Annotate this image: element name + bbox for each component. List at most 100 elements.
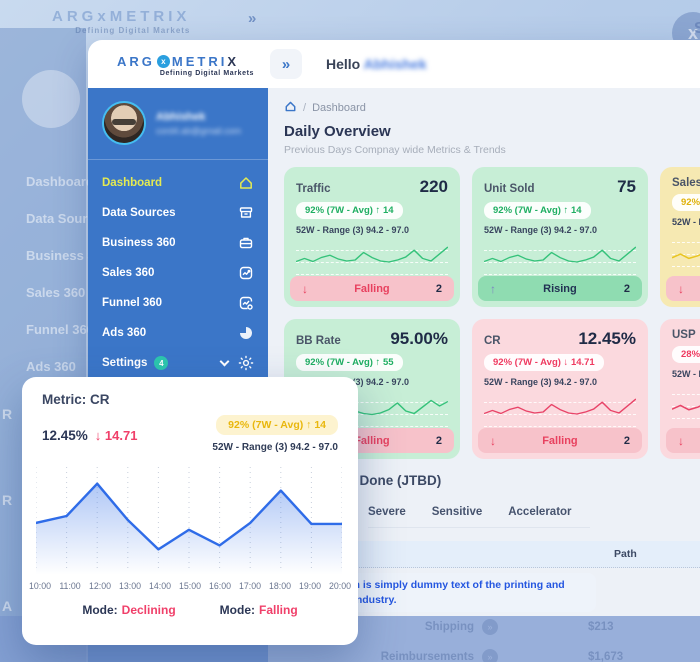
status-label: Falling: [354, 282, 390, 295]
status-count: 2: [623, 282, 630, 295]
card-gridline: [672, 242, 700, 243]
sidebar-user-email: cord4.ab@gmail.com: [156, 125, 242, 136]
popup-stats: 12.45% ↓ 14.71 92% (7W - Avg) ↑ 14 52W -…: [42, 415, 338, 453]
card-title: Sales: [672, 177, 700, 189]
avatar: [102, 101, 146, 145]
bg-fragment: R: [2, 492, 13, 508]
sidebar-item-sales-360[interactable]: Sales 360: [88, 258, 268, 288]
card-badge: 28% (7W - Avg): [672, 346, 700, 363]
sidebar-user-name: Abhishek: [156, 110, 206, 123]
card-gridline: [484, 426, 636, 427]
x-axis-label: 16:00: [208, 581, 231, 591]
card-gridline: [296, 274, 448, 275]
sidebar-collapse-button[interactable]: »: [270, 49, 302, 79]
divider: [88, 159, 268, 160]
x-axis-label: 11:00: [59, 581, 81, 591]
bg-fragment: S: [694, 20, 700, 37]
sidebar-user[interactable]: Abhishek cord4.ab@gmail.com: [88, 88, 268, 157]
logo-text: X: [227, 53, 240, 69]
bg-logo-text: ETRI: [126, 8, 177, 25]
breadcrumb-separator: /: [303, 102, 307, 114]
arrow-down-icon: ↓: [490, 433, 496, 448]
jtbd-tabs: Severe Sensitive Accelerator: [368, 506, 590, 528]
popup-modes: Mode: Declining Mode: Falling: [42, 603, 338, 617]
settings-badge: 4: [154, 356, 169, 370]
card-range: 52W - Range (3) 94.2 - 97.0: [672, 217, 700, 227]
metric-card-traffic[interactable]: Traffic 220 92% (7W - Avg) ↑ 14 52W - Ran…: [284, 167, 460, 307]
bg-item-label: Funnel 360: [26, 322, 94, 337]
bg-avatar: [22, 70, 80, 128]
card-status-bar: ↓: [666, 276, 700, 301]
metric-card-sales[interactable]: Sales 92% (7W - Avg) 52W - Range (3) 94.…: [660, 167, 700, 307]
x-axis-label: 19:00: [298, 581, 321, 591]
sidebar-item-business-360[interactable]: Business 360: [88, 228, 268, 258]
pie-chart-icon: [238, 325, 254, 341]
x-axis-label: 17:00: [238, 581, 261, 591]
metric-card-unit-sold[interactable]: Unit Sold 75 92% (7W - Avg) ↑ 14 52W - Ra…: [472, 167, 648, 307]
status-count: 2: [435, 282, 442, 295]
card-gridline: [484, 402, 636, 403]
tab-severe[interactable]: Severe: [368, 506, 406, 518]
logo-text: ARG: [116, 53, 155, 69]
bg-fragment: R: [2, 406, 13, 422]
bg-fragment: A: [2, 598, 13, 614]
card-gridline: [672, 254, 700, 255]
card-badge: 92% (7W - Avg) ↑ 55: [296, 354, 403, 371]
card-gridline: [484, 262, 636, 263]
x-axis-label: 14:00: [148, 581, 171, 591]
popup-title: Metric: CR: [42, 392, 110, 407]
card-gridline: [672, 394, 700, 395]
card-gridline: [672, 406, 700, 407]
card-title: CR: [484, 335, 501, 347]
card-badge: 92% (7W - Avg) ↓ 14.71: [484, 354, 604, 371]
card-badge: 92% (7W - Avg): [672, 194, 700, 211]
card-status-bar: ↑ Rising 2: [478, 276, 642, 301]
card-gridline: [296, 262, 448, 263]
hello-label: Hello: [326, 56, 361, 72]
tab-sensitive[interactable]: Sensitive: [431, 506, 483, 518]
brand-logo: ARG x M ETRI X Defining Digital Markets: [88, 52, 268, 77]
home-icon[interactable]: [284, 100, 297, 116]
chevrons-right-icon: »: [281, 55, 291, 73]
status-label: Rising: [543, 282, 577, 295]
popup-range: 52W - Range (3) 94.2 - 97.0: [212, 442, 338, 453]
sidebar-item-data-sources[interactable]: Data Sources: [88, 198, 268, 228]
chevron-down-icon: [219, 356, 230, 367]
x-axis-label: 15:00: [178, 581, 201, 591]
sidebar-item-ads-360[interactable]: Ads 360: [88, 318, 268, 348]
status-label: Falling: [354, 434, 390, 447]
card-title: USP: [672, 329, 696, 341]
arrow-down-icon: ↓: [302, 281, 308, 296]
card-gridline: [296, 402, 448, 403]
card-sparkline: [672, 382, 700, 424]
sidebar-item-settings[interactable]: Settings 4: [88, 348, 268, 378]
card-badge: 92% (7W - Avg) ↑ 14: [484, 202, 591, 219]
card-title: BB Rate: [296, 335, 341, 347]
sidebar-item-dashboard[interactable]: Dashboard: [88, 168, 268, 198]
arrow-down-icon: ↓: [678, 281, 684, 296]
metric-card-cr[interactable]: CR 12.45% 92% (7W - Avg) ↓ 14.71 52W - Ra…: [472, 319, 648, 459]
card-gridline: [484, 414, 636, 415]
x-axis-label: 10:00: [28, 581, 51, 591]
card-status-bar: ↓ Falling 2: [478, 428, 642, 453]
sidebar-item-label: Ads 360: [102, 327, 147, 339]
breadcrumb-current[interactable]: Dashboard: [312, 102, 366, 114]
popup-value: 12.45%: [42, 428, 88, 443]
tab-accelerator[interactable]: Accelerator: [508, 506, 572, 518]
x-axis: 10:00 11:00 12:00 13:00 14:00 15:00 16:00 17:00…: [25, 581, 353, 591]
cr-trend-chart: [36, 467, 342, 575]
page-subtitle: Previous Days Compnay wide Metrics & Tre…: [284, 144, 506, 156]
card-value: 12.45%: [578, 329, 636, 348]
logo-tagline: Defining Digital Markets: [159, 69, 254, 77]
bg-logo: ARGxMETRIX Defining Digital Markets: [52, 8, 190, 35]
metric-card-usp[interactable]: USP 28% (7W - Avg) 52W - Range (3) 94.2 …: [660, 319, 700, 459]
bg-item-label: Sales 360: [26, 285, 86, 300]
sidebar-item-funnel-360[interactable]: Funnel 360: [88, 288, 268, 318]
page-title: Daily Overview: [284, 123, 391, 140]
card-range: 52W - Range (3) 94.2 - 97.0: [672, 369, 700, 379]
x-axis-label: 12:00: [88, 581, 111, 591]
home-icon: [238, 175, 254, 191]
card-sparkline: [296, 238, 448, 275]
logo-text: ETRI: [185, 53, 228, 69]
